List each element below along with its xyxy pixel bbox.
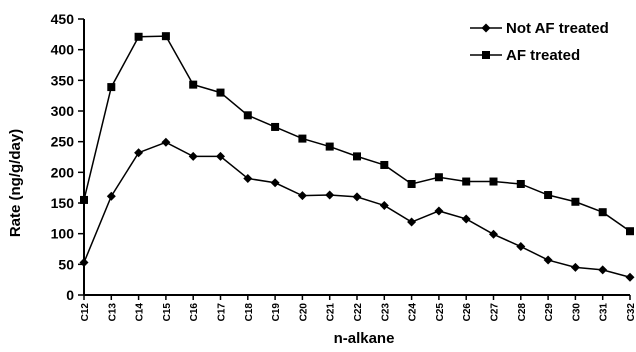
legend-label: Not AF treated	[506, 20, 609, 37]
data-point-not-af-treated	[489, 229, 498, 239]
series-af-treated	[80, 32, 634, 236]
x-tick-label: C30	[571, 303, 582, 322]
x-tick-label: C21	[326, 303, 337, 322]
y-tick-label: 100	[51, 226, 75, 242]
x-tick-label: C23	[380, 303, 391, 322]
data-point-not-af-treated	[516, 242, 526, 252]
y-tick-label: 250	[51, 134, 75, 150]
legend: Not AF treated AF treated	[470, 20, 609, 64]
data-point-af-treated	[80, 195, 88, 204]
data-point-not-af-treated	[570, 262, 580, 272]
data-point-not-af-treated	[106, 191, 116, 201]
data-point-af-treated	[134, 32, 143, 41]
data-point-not-af-treated	[598, 265, 608, 275]
data-point-not-af-treated	[434, 206, 444, 216]
x-axis-ticks: C12 C13 C14 C15 C16 C17 C18 C19 C20 C21 C22 C23 C24 C…	[80, 295, 636, 321]
data-point-not-af-treated	[161, 137, 171, 147]
data-point-af-treated	[598, 208, 607, 217]
y-axis-title: Rate (ng/g/day)	[7, 129, 24, 237]
data-point-not-af-treated	[270, 178, 280, 188]
x-tick-label: C15	[162, 303, 173, 322]
data-point-af-treated	[216, 88, 225, 97]
data-point-not-af-treated	[543, 255, 553, 265]
data-point-af-treated	[462, 177, 471, 186]
data-point-not-af-treated	[79, 257, 89, 267]
data-point-af-treated	[243, 111, 252, 120]
data-point-af-treated	[407, 179, 416, 188]
data-point-not-af-treated	[379, 200, 389, 210]
data-point-not-af-treated	[352, 192, 362, 202]
legend-label: AF treated	[506, 47, 580, 64]
y-tick-label: 0	[66, 287, 74, 303]
x-tick-label: C18	[244, 303, 255, 322]
data-point-af-treated	[571, 197, 580, 206]
x-tick-label: C14	[135, 303, 146, 322]
series-layer	[79, 32, 635, 282]
data-point-af-treated	[189, 80, 198, 89]
x-tick-label: C27	[490, 303, 501, 322]
y-tick-label: 150	[51, 195, 75, 211]
data-point-af-treated	[516, 179, 525, 188]
x-tick-label: C22	[353, 303, 364, 322]
data-point-not-af-treated	[297, 191, 307, 201]
data-point-af-treated	[325, 142, 334, 151]
data-point-af-treated	[107, 83, 116, 92]
data-point-not-af-treated	[625, 272, 635, 282]
x-axis-title: n-alkane	[334, 330, 395, 347]
data-point-af-treated	[380, 160, 389, 169]
data-point-af-treated	[353, 152, 361, 161]
data-point-not-af-treated	[461, 214, 471, 224]
data-point-af-treated	[544, 191, 553, 200]
x-tick-label: C32	[626, 303, 636, 322]
legend-marker	[481, 23, 491, 33]
series-not-af-treated	[79, 137, 635, 282]
x-tick-label: C28	[517, 303, 528, 322]
x-tick-label: C12	[80, 303, 91, 322]
data-point-af-treated	[298, 134, 307, 143]
y-tick-label: 350	[51, 72, 75, 88]
legend-marker	[482, 51, 490, 59]
y-tick-label: 50	[58, 256, 74, 272]
data-point-not-af-treated	[407, 217, 417, 227]
data-point-af-treated	[161, 32, 170, 41]
y-tick-label: 450	[51, 11, 75, 27]
y-axis-ticks: 0 50 100 150 200 250 300 350 400 450	[51, 11, 84, 303]
legend-item-not-af-treated: Not AF treated	[470, 20, 609, 37]
x-tick-label: C17	[217, 303, 228, 322]
x-tick-label: C29	[544, 303, 555, 322]
x-tick-label: C19	[271, 303, 282, 322]
x-tick-label: C20	[298, 303, 309, 322]
data-point-not-af-treated	[188, 151, 198, 161]
data-point-not-af-treated	[134, 148, 144, 158]
data-point-not-af-treated	[325, 190, 335, 200]
x-tick-label: C25	[435, 303, 446, 322]
y-tick-label: 300	[51, 103, 75, 119]
legend-item-af-treated: AF treated	[470, 47, 580, 64]
x-tick-label: C16	[189, 303, 200, 322]
x-tick-label: C26	[462, 303, 473, 322]
data-point-af-treated	[626, 227, 634, 236]
data-point-af-treated	[271, 122, 280, 131]
x-tick-label: C31	[599, 303, 610, 322]
y-tick-label: 400	[51, 42, 75, 58]
y-tick-label: 200	[51, 164, 75, 180]
data-point-not-af-treated	[243, 173, 253, 183]
x-tick-label: C13	[107, 303, 118, 322]
data-point-af-treated	[434, 173, 443, 182]
data-point-not-af-treated	[216, 151, 225, 161]
series-line-af-treated	[83, 35, 631, 232]
x-tick-label: C24	[408, 303, 419, 322]
data-point-af-treated	[489, 177, 498, 186]
